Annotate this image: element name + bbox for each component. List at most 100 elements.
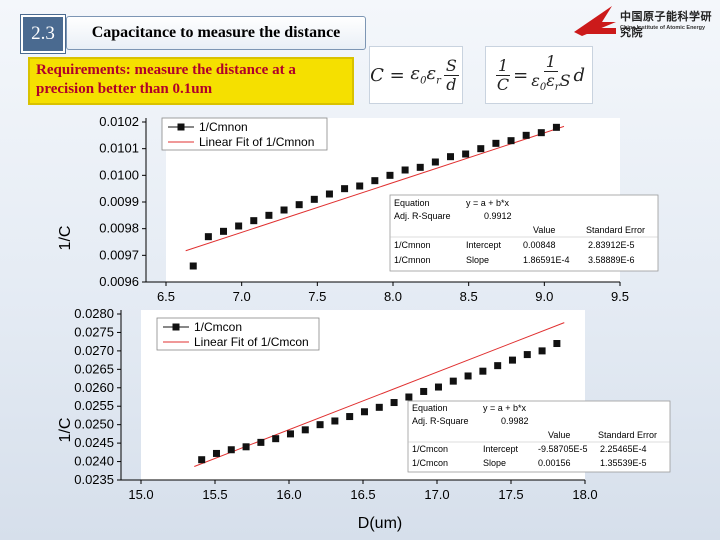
logo-mark-icon <box>574 6 616 36</box>
chart1-data-point <box>310 195 318 203</box>
chart1-y-tick-label: 0.0100 <box>99 167 139 182</box>
chart1-y-tick-label: 0.0097 <box>99 247 139 262</box>
chart2-data-point <box>301 426 309 434</box>
formula-eps: ε0εr <box>410 63 441 87</box>
chart2-stats-table <box>407 400 671 473</box>
formula2-rhs: 1 ε0εrS <box>531 51 570 97</box>
chart1-fit-line <box>185 125 565 252</box>
slide-title: Capacitance to measure the distance <box>66 16 366 50</box>
formula-c: C <box>370 64 384 86</box>
chart2-legend-box <box>156 317 320 351</box>
chart1-x-tick-label: 7.0 <box>233 289 251 304</box>
chart2-data-point <box>375 403 383 411</box>
chart1-legend-series-label: 1/Cmnon <box>199 120 248 134</box>
chart1-x-tick-label: 8.0 <box>384 289 402 304</box>
inverse-capacitance-formula: 1 C = 1 ε0εrS d <box>485 46 593 104</box>
chart1-data-point <box>235 222 243 230</box>
chart2-fit-line <box>194 322 565 467</box>
formula2-den1: C <box>496 74 510 94</box>
chart2-stats-equation-label: Equation <box>412 403 448 413</box>
chart2-data-point <box>331 417 339 425</box>
chart2-data-point <box>449 377 457 385</box>
chart1-x-tick-label: 9.5 <box>611 289 629 304</box>
chart2-y-tick-label: 0.0270 <box>74 343 114 358</box>
chart1-stats-r2: 0.9912 <box>484 211 512 221</box>
chart1-legend-marker <box>177 123 185 131</box>
chart1-data-point <box>401 166 409 174</box>
chart2-y-axis-label: 1/C <box>57 418 74 443</box>
chart2-y-tick-label: 0.0260 <box>74 380 114 395</box>
chart1-data-point <box>325 190 333 198</box>
chart2-y-tick-label: 0.0250 <box>74 417 114 432</box>
chart1-data-point <box>537 129 545 137</box>
chart2-y-tick-label: 0.0235 <box>74 472 114 487</box>
chart2-data-point <box>227 446 235 454</box>
formula2-num1: 1 <box>495 55 511 76</box>
chart2-stats-cell: 2.25465E-4 <box>600 444 647 454</box>
logo-english-name: China Institute of Atomic Energy <box>620 25 706 31</box>
chart2-x-tick-label: 18.0 <box>572 487 597 502</box>
chart1-data-point <box>204 233 212 241</box>
chart1-stats-cell: 0.00848 <box>523 240 556 250</box>
chart1-stats-cell: 2.83912E-5 <box>588 240 635 250</box>
chart1-stats-col-value: Value <box>533 225 555 235</box>
chart2-data-point <box>286 430 294 438</box>
chart1-data-point <box>220 227 228 235</box>
chart2-y-tick-label: 0.0265 <box>74 361 114 376</box>
chart1-data-point <box>552 123 560 131</box>
chart1-stats-cell: 1.86591E-4 <box>523 255 570 265</box>
chart1-stats-cell: Slope <box>466 255 489 265</box>
chart2-data-point <box>553 340 561 348</box>
chart1-data-point <box>371 177 379 185</box>
chart1-y-tick-label: 0.0098 <box>99 221 139 236</box>
chart2-legend-fit-label: Linear Fit of 1/Cmcon <box>194 335 309 349</box>
chart1-stats-cell: 3.58889E-6 <box>588 255 635 265</box>
chart2-x-axis-label: D(um) <box>358 515 402 532</box>
chart2-stats-r2-label: Adj. R-Square <box>412 416 469 426</box>
section-number-badge: 2.3 <box>21 15 65 53</box>
chart1-stats-table <box>389 194 659 272</box>
chart2-data-point <box>479 367 487 375</box>
chart2-data-point <box>508 356 516 364</box>
chart2-x-tick-label: 17.5 <box>498 487 523 502</box>
chart2-data-point <box>346 413 354 421</box>
chart2-legend-series-label: 1/Cmcon <box>194 320 242 334</box>
chart2-data-point <box>272 435 280 443</box>
chart2-stats-cell: 1/Cmcon <box>412 444 448 454</box>
chart2-legend-marker <box>172 323 180 331</box>
chart1-legend-box <box>161 117 328 151</box>
chart1-data-point <box>386 171 394 179</box>
chart1-data-point <box>295 201 303 209</box>
chart2-stats-r2: 0.9982 <box>501 416 529 426</box>
chart1-y-tick-label: 0.0099 <box>99 194 139 209</box>
chart2-data-point <box>257 438 265 446</box>
chart1-y-tick-label: 0.0101 <box>99 141 139 156</box>
chart1-stats-equation: y = a + b*x <box>466 198 510 208</box>
chart2-stats-cell: 1/Cmcon <box>412 458 448 468</box>
chart1-stats-cell: 1/Cmnon <box>394 240 431 250</box>
chart1-x-tick-label: 7.5 <box>308 289 326 304</box>
chart1-data-point <box>356 182 364 190</box>
chart1-data-point <box>507 137 515 145</box>
chart1-data-point <box>462 150 470 158</box>
requirement-callout: Requirements: measure the distance at a … <box>28 57 354 105</box>
chart2-stats-equation: y = a + b*x <box>483 403 527 413</box>
chart1-y-tick-label: 0.0102 <box>99 114 139 129</box>
chart2-stats-cell: Intercept <box>483 444 519 454</box>
formula-num: S <box>443 55 459 76</box>
chart1-data-point <box>447 153 455 161</box>
chart1-stats-r2-label: Adj. R-Square <box>394 211 451 221</box>
chart1-x-tick-label: 6.5 <box>157 289 175 304</box>
chart1-data-point <box>250 217 258 225</box>
chart2-stats-cell: 1.35539E-5 <box>600 458 647 468</box>
chart1-data-point <box>431 158 439 166</box>
formula2-num2: 1 <box>543 51 558 72</box>
chart2-stats-col-error: Standard Error <box>598 430 657 440</box>
chart2-x-tick-label: 15.5 <box>202 487 227 502</box>
chart1-x-tick-label: 9.0 <box>535 289 553 304</box>
chart1-stats-col-error: Standard Error <box>586 225 645 235</box>
institute-logo: 中国原子能科学研究院 China Institute of Atomic Ene… <box>572 2 716 40</box>
